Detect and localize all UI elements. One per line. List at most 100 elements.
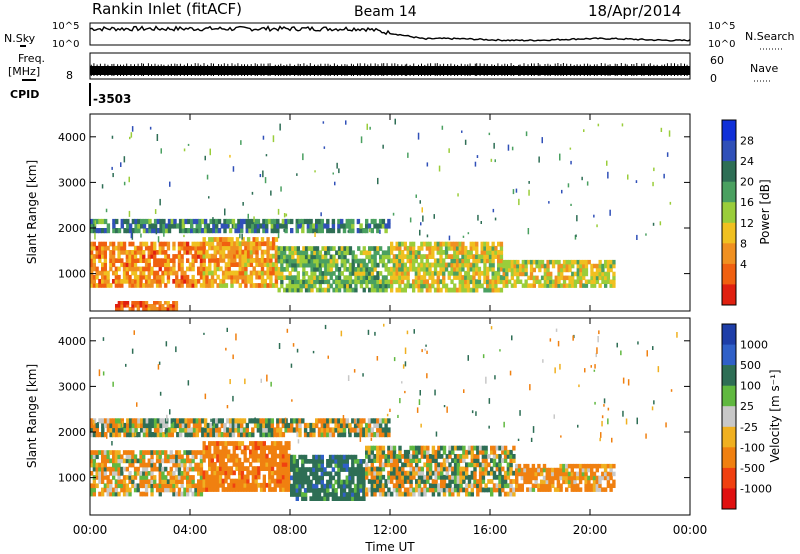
- data-cell: [299, 254, 303, 260]
- data-cell: [415, 466, 419, 472]
- data-cell: [284, 474, 288, 480]
- data-cell: [290, 488, 294, 493]
- data-cell: [158, 241, 162, 247]
- data-cell: [103, 487, 107, 493]
- data-cell: [376, 479, 380, 484]
- data-cell: [373, 418, 377, 424]
- data-cell: [376, 466, 380, 472]
- data-cell: [320, 459, 324, 464]
- x-tick-label: 00:00: [73, 523, 108, 537]
- data-cell: [323, 432, 327, 438]
- data-cell: [291, 254, 295, 260]
- data-cell: [262, 478, 266, 484]
- data-cell: [450, 279, 454, 285]
- data-cell: [229, 466, 234, 471]
- data-cell: [458, 279, 462, 285]
- data-cell: [238, 249, 242, 255]
- data-cell: [240, 223, 244, 229]
- data-cell: [244, 266, 248, 272]
- data-cell: [365, 474, 369, 480]
- data-cell: [406, 254, 410, 259]
- data-cell: [442, 270, 446, 276]
- data-cell: [462, 470, 466, 476]
- data-cell: [440, 483, 444, 489]
- data-cell: [606, 279, 611, 284]
- data-cell: [147, 254, 151, 259]
- data-cell: [251, 191, 254, 195]
- data-cell: [565, 471, 569, 477]
- data-cell: [112, 454, 116, 460]
- data-cell: [241, 270, 245, 276]
- data-cell: [455, 266, 460, 272]
- data-cell: [245, 218, 249, 225]
- data-cell: [384, 458, 388, 463]
- data-cell: [353, 492, 358, 497]
- data-cell: [142, 283, 146, 288]
- data-cell: [303, 432, 308, 438]
- data-cell: [256, 422, 261, 429]
- colorbar-swatch: [722, 202, 736, 224]
- data-cell: [301, 228, 305, 234]
- data-cell: [478, 487, 483, 493]
- data-cell: [298, 475, 302, 481]
- data-cell: [109, 258, 113, 263]
- data-cell: [276, 462, 280, 467]
- data-cell: [581, 475, 586, 481]
- data-cell: [131, 422, 136, 429]
- data-cell: [397, 414, 399, 418]
- data-cell: [324, 246, 328, 251]
- data-cell: [334, 492, 338, 497]
- data-cell: [431, 262, 435, 268]
- data-cell: [431, 254, 435, 259]
- data-cell: [227, 449, 231, 455]
- data-cell: [579, 279, 583, 284]
- data-cell: [359, 437, 362, 442]
- data-cell: [459, 445, 463, 451]
- data-cell: [356, 492, 361, 497]
- noise-right-label: N.Search: [745, 30, 795, 43]
- data-cell: [529, 384, 531, 391]
- data-cell: [581, 471, 586, 477]
- data-cell: [428, 458, 433, 463]
- data-cell: [301, 471, 305, 477]
- data-cell: [262, 482, 266, 488]
- data-cell: [451, 458, 455, 463]
- data-cell: [172, 258, 176, 263]
- data-cell: [612, 275, 616, 281]
- data-cell: [290, 218, 294, 225]
- data-cell: [281, 432, 286, 438]
- data-cell: [590, 275, 594, 281]
- data-cell: [540, 259, 545, 265]
- data-cell: [194, 254, 198, 259]
- data-cell: [120, 307, 124, 311]
- data-cell: [192, 427, 197, 433]
- data-cell: [549, 259, 553, 265]
- data-cell: [459, 487, 463, 493]
- freq-label-2: [MHz]: [8, 65, 40, 78]
- data-cell: [606, 479, 611, 485]
- data-cell: [175, 454, 179, 460]
- data-cell: [569, 147, 572, 150]
- data-cell: [117, 266, 121, 272]
- data-cell: [158, 471, 162, 476]
- data-cell: [260, 253, 265, 259]
- data-cell: [606, 267, 611, 273]
- data-cell: [199, 458, 204, 464]
- data-cell: [346, 258, 350, 264]
- data-cell: [461, 245, 465, 251]
- data-cell: [476, 462, 480, 468]
- data-cell: [266, 283, 270, 288]
- data-cell: [238, 478, 242, 484]
- data-cell: [376, 262, 380, 268]
- data-cell: [169, 270, 173, 276]
- data-cell: [301, 218, 305, 225]
- data-cell: [153, 418, 158, 424]
- data-cell: [451, 449, 455, 455]
- data-cell: [340, 258, 344, 264]
- data-cell: [320, 496, 324, 501]
- data-cell: [240, 482, 245, 488]
- data-cell: [280, 262, 284, 268]
- data-cell: [320, 471, 324, 477]
